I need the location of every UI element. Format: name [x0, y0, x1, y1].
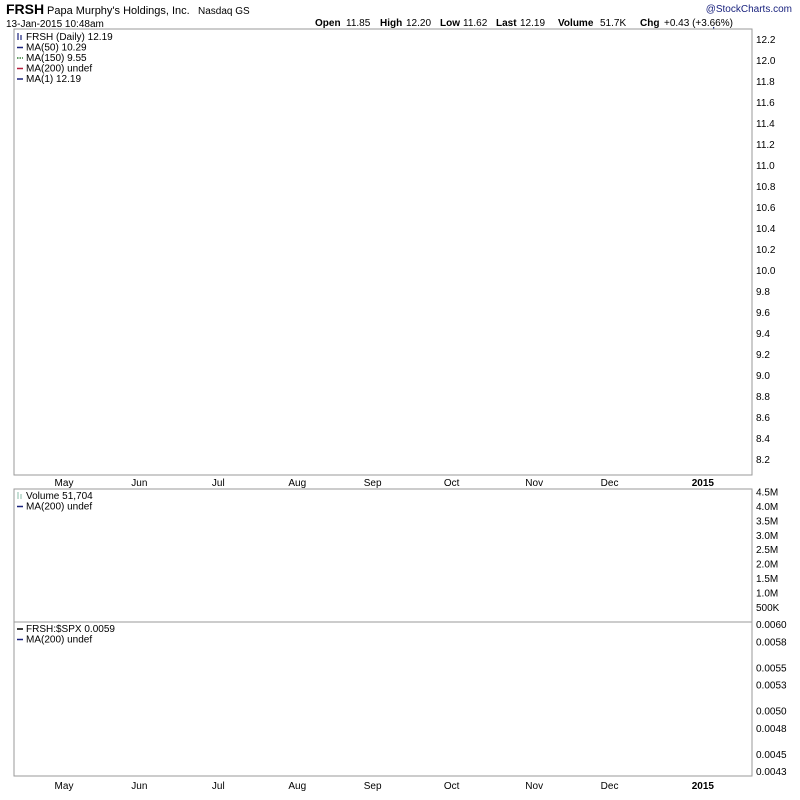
price-tick-label: 11.8 [756, 77, 775, 88]
legend-entry: FRSH (Daily) 12.19 [17, 32, 113, 43]
symbol-title: FRSH [6, 1, 44, 17]
price-tick-label: 10.8 [756, 182, 776, 193]
price-tick-label: 8.2 [756, 455, 770, 466]
legend-entry: FRSH:$SPX 0.0059 [17, 624, 115, 635]
x-tick-label-price: Aug [288, 478, 306, 489]
price-panel-border [13, 28, 753, 476]
price-tick-label: 12.2 [756, 35, 776, 46]
legend-label: FRSH (Daily) 12.19 [26, 32, 113, 43]
price-tick-label: 10.2 [756, 245, 776, 256]
ratio-tick-label: 0.0060 [756, 620, 787, 631]
x-tick-label-ratio: Jul [212, 781, 225, 792]
x-tick-label-price: Jul [212, 478, 225, 489]
price-tick-label: 8.8 [756, 392, 770, 403]
legend-label: MA(200) undef [26, 502, 92, 513]
price-tick-label: 9.0 [756, 371, 770, 382]
x-tick-label-ratio: Oct [444, 781, 460, 792]
high-label: High [380, 18, 402, 29]
price-tick-label: 11.0 [756, 161, 775, 172]
open-value: 11.85 [346, 18, 371, 29]
ratio-tick-label: 0.0053 [756, 681, 787, 692]
legend-label: MA(1) 12.19 [26, 74, 81, 85]
volume-tick-label: 3.5M [756, 516, 778, 527]
x-tick-label-price: 2015 [692, 478, 715, 489]
x-tick-label-ratio: Jun [131, 781, 147, 792]
legend-label: MA(200) undef [26, 635, 92, 646]
x-tick-label-price: Oct [444, 478, 460, 489]
volume-tick-label: 1.0M [756, 589, 778, 600]
ratio-panel-border [13, 621, 753, 777]
legend-entry: MA(150) 9.55 [17, 53, 87, 64]
chart-datetime: 13-Jan-2015 10:48am [6, 19, 104, 30]
legend-entry: MA(1) 12.19 [17, 74, 81, 85]
legend-label: MA(50) 10.29 [26, 43, 87, 54]
volume-label: Volume [558, 18, 594, 29]
ratio-tick-label: 0.0048 [756, 724, 787, 735]
price-tick-label: 12.0 [756, 56, 776, 67]
x-axis: May May Jun Jun Jul Jul Aug Aug Sep Sep Oct Oct Nov N… [13, 28, 753, 792]
legend-label: FRSH:$SPX 0.0059 [26, 624, 115, 635]
exchange-name: Nasdaq GS [198, 6, 250, 17]
x-tick-label-ratio: 2015 [692, 781, 715, 792]
legend-entry: MA(50) 10.29 [17, 43, 87, 54]
x-tick-label-price: Jun [131, 478, 147, 489]
volume-tick-label: 3.0M [756, 531, 778, 542]
x-tick-label-price: Nov [525, 478, 543, 489]
change-label: Chg [640, 18, 659, 29]
price-tick-label: 11.4 [756, 119, 775, 130]
legend-entry: MA(200) undef [17, 502, 92, 513]
x-tick-label-price: Dec [601, 478, 619, 489]
last-label: Last [496, 18, 517, 29]
legend-entry: Volume 51,704 [17, 491, 93, 502]
ratio-tick-label: 0.0043 [756, 767, 787, 778]
open-label: Open [315, 18, 341, 29]
x-tick-label-ratio: Dec [601, 781, 619, 792]
ratio-tick-label: 0.0050 [756, 707, 787, 718]
legend-entry: MA(200) undef [17, 635, 92, 646]
price-tick-label: 10.6 [756, 203, 776, 214]
ratio-tick-label: 0.0058 [756, 637, 787, 648]
x-tick-label-ratio: May [55, 781, 74, 792]
ratio-tick-label: 0.0045 [756, 750, 787, 761]
x-tick-label-ratio: Sep [364, 781, 382, 792]
volume-tick-label: 500K [756, 603, 780, 614]
volume-tick-label: 1.5M [756, 574, 778, 585]
price-tick-label: 10.0 [756, 266, 776, 277]
last-value: 12.19 [520, 18, 545, 29]
x-tick-label-ratio: Aug [288, 781, 306, 792]
x-tick-label-price: May [55, 478, 74, 489]
x-tick-label-ratio: Nov [525, 781, 543, 792]
volume-tick-label: 2.5M [756, 545, 778, 556]
price-tick-label: 9.4 [756, 329, 770, 340]
x-tick-label-price: Sep [364, 478, 382, 489]
quote-line: Open 11.85 High 12.20 Low 11.62 Last 12.… [315, 18, 733, 29]
legend-entry: MA(200) undef [17, 64, 92, 75]
price-tick-label: 9.6 [756, 308, 770, 319]
volume-tick-label: 4.0M [756, 502, 778, 513]
price-tick-label: 11.2 [756, 140, 775, 151]
volume-panel-border [13, 488, 753, 623]
price-tick-label: 11.6 [756, 98, 775, 109]
price-tick-label: 8.4 [756, 434, 770, 445]
volume-value: 51.7K [600, 18, 626, 29]
price-tick-label: 8.6 [756, 413, 770, 424]
high-value: 12.20 [406, 18, 431, 29]
legend-label: MA(200) undef [26, 64, 92, 75]
legend-label: Volume 51,704 [26, 491, 93, 502]
volume-tick-label: 2.0M [756, 560, 778, 571]
company-name: Papa Murphy's Holdings, Inc. [47, 5, 190, 17]
price-tick-label: 10.4 [756, 224, 776, 235]
low-label: Low [440, 18, 460, 29]
low-value: 11.62 [463, 18, 488, 29]
ratio-tick-label: 0.0055 [756, 663, 787, 674]
legend-label: MA(150) 9.55 [26, 53, 87, 64]
volume-tick-label: 4.5M [756, 487, 778, 498]
price-tick-label: 9.2 [756, 350, 770, 361]
change-value: +0.43 (+3.66%) [664, 18, 733, 29]
stockcharts-watermark: @StockCharts.com [706, 4, 792, 15]
price-tick-label: 9.8 [756, 287, 770, 298]
